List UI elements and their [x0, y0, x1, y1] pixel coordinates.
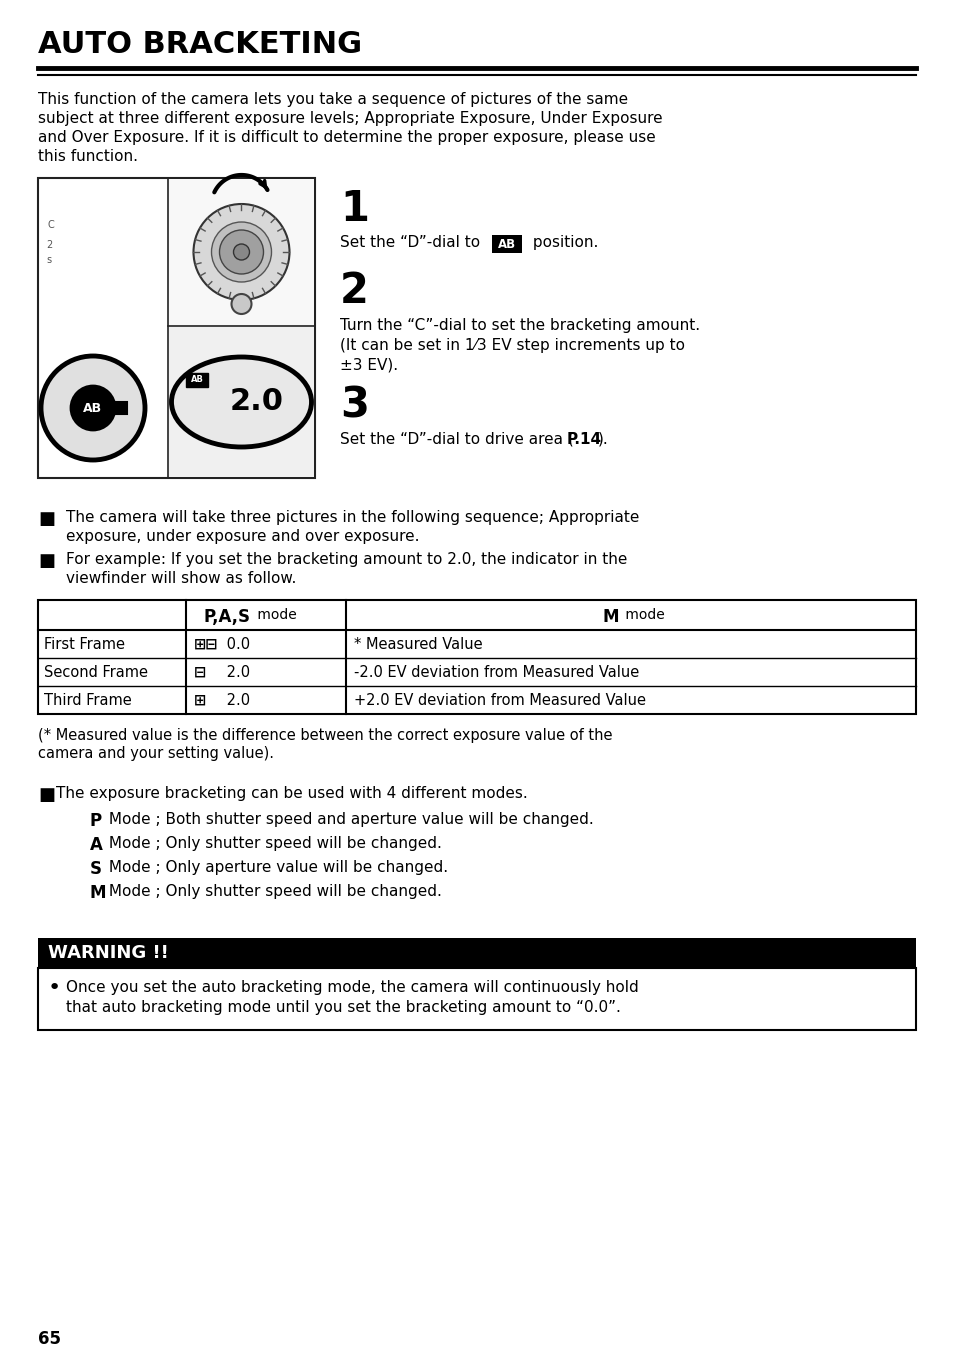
Text: AUTO BRACKETING: AUTO BRACKETING: [38, 30, 362, 58]
Text: camera and your setting value).: camera and your setting value).: [38, 746, 274, 761]
Text: 3: 3: [339, 385, 369, 427]
Bar: [38, 968, 915, 1030]
Text: -2.0 EV deviation from Measured Value: -2.0 EV deviation from Measured Value: [354, 665, 639, 680]
Text: position.: position.: [527, 235, 598, 250]
Text: •: •: [48, 978, 61, 997]
Text: This function of the camera lets you take a sequence of pictures of the same: This function of the camera lets you tak…: [38, 92, 627, 107]
Text: 2.0: 2.0: [230, 388, 283, 417]
Bar: [38, 938, 915, 968]
Text: M: M: [602, 608, 618, 626]
Text: AB: AB: [191, 376, 204, 384]
Circle shape: [232, 294, 252, 313]
Circle shape: [212, 223, 272, 282]
Text: ■: ■: [38, 552, 55, 570]
Text: For example: If you set the bracketing amount to 2.0, the indicator in the: For example: If you set the bracketing a…: [66, 552, 627, 567]
Text: Set the “D”-dial to: Set the “D”-dial to: [339, 235, 484, 250]
Text: 0.0: 0.0: [222, 636, 250, 651]
Text: Third Frame: Third Frame: [44, 693, 132, 708]
Text: that auto bracketing mode until you set the bracketing amount to “0.0”.: that auto bracketing mode until you set …: [66, 1000, 620, 1015]
Text: C: C: [48, 220, 54, 229]
Circle shape: [233, 244, 250, 261]
Text: ■: ■: [38, 510, 55, 528]
Text: exposure, under exposure and over exposure.: exposure, under exposure and over exposu…: [66, 529, 419, 544]
Text: M: M: [90, 883, 107, 902]
Text: WARNING !!: WARNING !!: [48, 944, 169, 962]
Text: Once you set the auto bracketing mode, the camera will continuously hold: Once you set the auto bracketing mode, t…: [66, 980, 639, 995]
Text: ■: ■: [38, 786, 55, 803]
Text: (* Measured value is the difference between the correct exposure value of the: (* Measured value is the difference betw…: [38, 727, 612, 744]
Bar: [492, 235, 521, 252]
Text: mode: mode: [620, 608, 664, 622]
Circle shape: [71, 385, 115, 430]
Text: 2.0: 2.0: [222, 693, 250, 708]
Text: 2: 2: [46, 240, 52, 250]
Text: * Measured Value: * Measured Value: [354, 636, 482, 651]
Text: 2: 2: [339, 270, 369, 312]
Text: ⊞: ⊞: [193, 693, 206, 708]
Text: P: P: [90, 811, 102, 830]
Text: The exposure bracketing can be used with 4 different modes.: The exposure bracketing can be used with…: [56, 786, 527, 801]
Text: Set the “D”-dial to drive area (: Set the “D”-dial to drive area (: [339, 432, 573, 446]
Text: Mode ; Only shutter speed will be changed.: Mode ; Only shutter speed will be change…: [104, 836, 441, 851]
Text: P,A,S: P,A,S: [204, 608, 251, 626]
Text: this function.: this function.: [38, 149, 138, 164]
Bar: [169, 179, 314, 326]
Text: mode: mode: [253, 608, 296, 622]
Text: Mode ; Only shutter speed will be changed.: Mode ; Only shutter speed will be change…: [104, 883, 441, 898]
Text: and Over Exposure. If it is difficult to determine the proper exposure, please u: and Over Exposure. If it is difficult to…: [38, 130, 655, 145]
Circle shape: [219, 229, 263, 274]
Text: ±3 EV).: ±3 EV).: [339, 358, 397, 373]
Text: subject at three different exposure levels; Appropriate Exposure, Under Exposure: subject at three different exposure leve…: [38, 111, 662, 126]
Text: s: s: [46, 255, 51, 265]
Text: A: A: [90, 836, 103, 854]
Bar: [186, 373, 209, 387]
Text: (It can be set in 1⁄3 EV step increments up to: (It can be set in 1⁄3 EV step increments…: [339, 338, 684, 353]
Text: First Frame: First Frame: [44, 636, 125, 651]
Text: +2.0 EV deviation from Measured Value: +2.0 EV deviation from Measured Value: [354, 693, 645, 708]
Text: ).: ).: [598, 432, 608, 446]
Text: viewfinder will show as follow.: viewfinder will show as follow.: [66, 571, 296, 586]
Text: 2.0: 2.0: [222, 665, 250, 680]
Text: 65: 65: [38, 1330, 61, 1348]
Text: Second Frame: Second Frame: [44, 665, 148, 680]
Bar: [38, 178, 314, 478]
Text: The camera will take three pictures in the following sequence; Appropriate: The camera will take three pictures in t…: [66, 510, 639, 525]
Text: AB: AB: [83, 402, 103, 414]
Text: P.14: P.14: [566, 432, 601, 446]
Circle shape: [41, 356, 145, 460]
Text: Turn the “C”-dial to set the bracketing amount.: Turn the “C”-dial to set the bracketing …: [339, 318, 700, 332]
Text: ⊟: ⊟: [193, 665, 206, 680]
Text: Mode ; Both shutter speed and aperture value will be changed.: Mode ; Both shutter speed and aperture v…: [104, 811, 593, 826]
Text: Mode ; Only aperture value will be changed.: Mode ; Only aperture value will be chang…: [104, 860, 448, 875]
Bar: [115, 402, 127, 414]
Bar: [169, 327, 314, 478]
Text: S: S: [90, 860, 102, 878]
Ellipse shape: [172, 357, 312, 446]
Bar: [39, 179, 167, 478]
Bar: [38, 600, 915, 714]
Text: 1: 1: [339, 189, 369, 229]
Text: AB: AB: [497, 237, 516, 251]
Circle shape: [193, 204, 289, 300]
Text: ⊞⊟: ⊞⊟: [193, 636, 218, 651]
